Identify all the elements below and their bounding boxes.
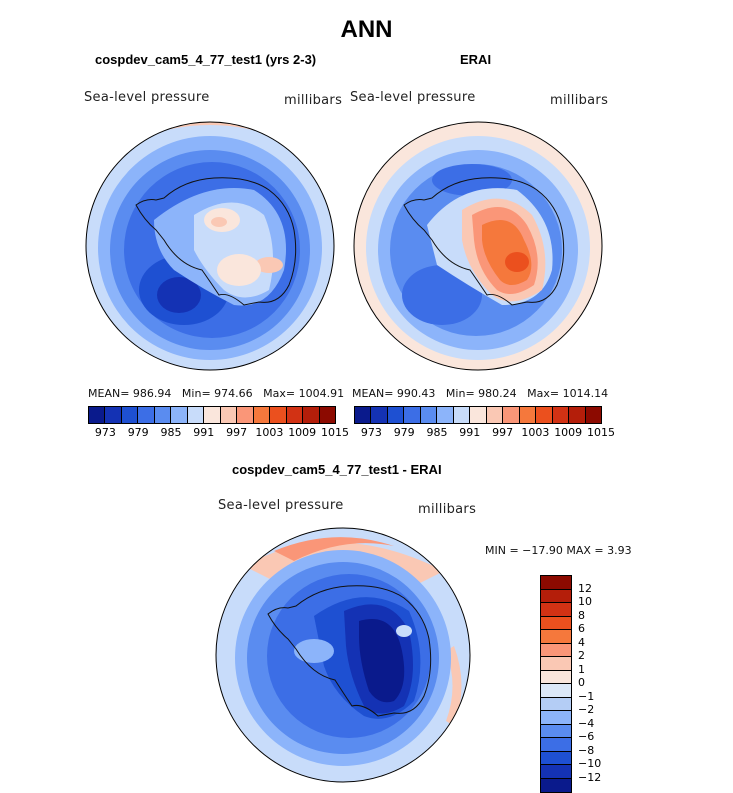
colorbar-swatch	[437, 407, 454, 423]
colorbar-tick-label: 1003	[521, 426, 550, 439]
diff-panel-variable-label: Sea-level pressure	[218, 498, 344, 513]
colorbar-swatch	[171, 407, 188, 423]
colorbar-tick-label: −6	[578, 730, 595, 743]
colorbar-swatch	[541, 738, 571, 752]
colorbar-swatch	[541, 711, 571, 725]
colorbar-swatch	[355, 407, 372, 423]
colorbar-tick-label: 973	[360, 426, 382, 439]
colorbar-swatch	[420, 407, 438, 423]
colorbar-tick-label: 973	[94, 426, 116, 439]
colorbar-swatch	[541, 684, 571, 698]
colorbar-swatch	[204, 407, 221, 423]
colorbar-tick-label: 1003	[255, 426, 284, 439]
panel-1-units-label: millibars	[284, 93, 343, 108]
colorbar-tick-label: −8	[578, 743, 595, 757]
colorbar-tick-label: 2	[578, 649, 585, 662]
colorbar-tick-label: −10	[578, 757, 602, 770]
colorbar-swatch	[154, 407, 172, 423]
diff-panel-minmax: MIN = −17.90 MAX = 3.93	[485, 544, 632, 557]
colorbar-tick-label: −2	[578, 703, 595, 716]
colorbar-swatch	[541, 630, 571, 644]
panel-1-title: cospdev_cam5_4_77_test1 (yrs 2-3)	[95, 52, 317, 67]
colorbar-tick-label: −1	[578, 689, 595, 703]
antarctica-coastline	[135, 177, 297, 306]
colorbar-tick-label: 6	[578, 622, 585, 635]
colorbar-swatch	[470, 407, 487, 423]
colorbar-swatch	[541, 643, 571, 657]
diff-panel-title: cospdev_cam5_4_77_test1 - ERAI	[232, 462, 442, 477]
colorbar-tick-label: 991	[459, 426, 481, 439]
panel-2-stats: MEAN= 990.43 Min= 980.24 Max= 1014.14	[352, 387, 609, 400]
colorbar-swatch	[541, 657, 571, 671]
colorbar-swatch	[387, 407, 405, 423]
colorbar-swatch	[138, 407, 155, 423]
panel-1-stats: MEAN= 986.94 Min= 974.66 Max= 1004.91	[88, 387, 345, 400]
colorbar-swatch	[105, 407, 122, 423]
panel-1-variable-label: Sea-level pressure	[84, 90, 210, 105]
colorbar-tick-label: 997	[492, 426, 514, 439]
colorbar-swatch	[541, 697, 571, 711]
colorbar-tick-label: 985	[160, 426, 182, 439]
panel-1-colorbar	[88, 406, 336, 424]
colorbar-swatch	[121, 407, 139, 423]
colorbar-swatch	[552, 407, 570, 423]
panel-1-polar-map	[85, 121, 335, 371]
panel-2-polar-map	[353, 121, 603, 371]
colorbar-swatch	[404, 407, 421, 423]
colorbar-swatch	[286, 407, 304, 423]
colorbar-swatch	[237, 407, 254, 423]
colorbar-tick-label: −12	[578, 770, 602, 784]
colorbar-tick-label: 0	[578, 676, 585, 689]
diff-panel-polar-map	[215, 527, 471, 783]
diff-colorbar	[540, 575, 572, 793]
colorbar-swatch	[585, 407, 602, 423]
colorbar-swatch	[536, 407, 553, 423]
panel-2-variable-label: Sea-level pressure	[350, 90, 476, 105]
panel-2-units-label: millibars	[550, 93, 609, 108]
colorbar-swatch	[220, 407, 238, 423]
colorbar-swatch	[453, 407, 471, 423]
colorbar-tick-label: 1009	[554, 426, 583, 439]
colorbar-swatch	[569, 407, 586, 423]
colorbar-tick-label: 1015	[587, 426, 615, 439]
colorbar-swatch	[541, 616, 571, 630]
colorbar-tick-label: −4	[578, 716, 595, 730]
colorbar-swatch	[519, 407, 537, 423]
colorbar-swatch	[303, 407, 320, 423]
colorbar-tick-label: 979	[393, 426, 415, 439]
colorbar-swatch	[270, 407, 287, 423]
colorbar-swatch	[541, 603, 571, 617]
colorbar-swatch	[503, 407, 520, 423]
colorbar-swatch	[89, 407, 106, 423]
colorbar-swatch	[486, 407, 504, 423]
colorbar-swatch	[371, 407, 388, 423]
colorbar-tick-label: 12	[578, 581, 592, 595]
colorbar-swatch	[541, 589, 571, 603]
diff-panel-units-label: millibars	[418, 502, 477, 517]
colorbar-tick-label: 997	[226, 426, 248, 439]
colorbar-swatch	[541, 576, 571, 590]
colorbar-swatch	[541, 670, 571, 684]
colorbar-tick-label: 991	[193, 426, 215, 439]
page-title: ANN	[340, 16, 393, 43]
panel-2-colorbar	[354, 406, 602, 424]
colorbar-tick-label: 4	[578, 635, 585, 649]
colorbar-tick-label: 979	[127, 426, 149, 439]
colorbar-tick-label: 1015	[321, 426, 349, 439]
colorbar-swatch	[541, 751, 571, 765]
colorbar-tick-label: 10	[578, 595, 592, 608]
colorbar-swatch	[253, 407, 271, 423]
colorbar-tick-label: 8	[578, 608, 585, 622]
antarctica-coastline	[267, 585, 432, 717]
antarctica-coastline	[403, 177, 565, 306]
colorbar-swatch	[187, 407, 205, 423]
colorbar-swatch	[319, 407, 336, 423]
colorbar-swatch	[541, 765, 571, 779]
colorbar-swatch	[541, 778, 571, 792]
colorbar-tick-label: 1	[578, 662, 585, 676]
colorbar-swatch	[541, 724, 571, 738]
panel-2-title: ERAI	[460, 52, 492, 67]
colorbar-tick-label: 985	[426, 426, 448, 439]
colorbar-tick-label: 1009	[288, 426, 317, 439]
